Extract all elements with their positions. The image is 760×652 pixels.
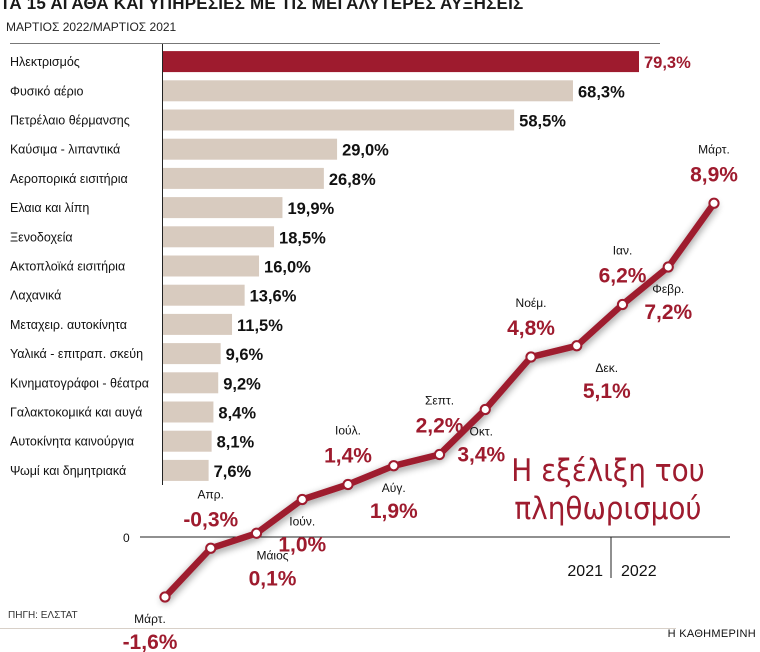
data-point-marker xyxy=(342,478,354,491)
zero-label: 0 xyxy=(123,531,130,545)
bar-value-label: 16,0% xyxy=(264,259,311,277)
bar-category-label: Ξενοδοχεία xyxy=(10,230,73,244)
month-label: Ιαν. xyxy=(613,244,633,258)
bar-value-label: 8,4% xyxy=(218,405,256,423)
chart-title: ΤΑ 15 ΑΓΑΘΑ ΚΑΙ ΥΠΗΡΕΣΙΕΣ ΜΕ ΤΙΣ ΜΕΓΑΛΥΤ… xyxy=(0,0,524,13)
inflation-line-chart: 0 2021 2022 Μάρτ. -1,6% Απρ. -0,3% Μάιος 0,1% Ιού… xyxy=(123,142,739,652)
bar xyxy=(163,372,219,394)
bar-value-label: 11,5% xyxy=(237,317,283,335)
inflation-value-label: 1,0% xyxy=(278,534,326,557)
inflation-chart-title: Η εξέλιξη του πληθωρισμού xyxy=(511,453,705,527)
inflation-value-label: 8,9% xyxy=(690,163,738,186)
bar-category-label: Αεροπορικά εισιτήρια xyxy=(10,172,128,186)
bar-value-label: 7,6% xyxy=(214,463,252,481)
bar xyxy=(163,167,324,189)
bar-category-label: Ηλεκτρισμός xyxy=(10,55,80,69)
inflation-value-label: -1,6% xyxy=(123,631,178,652)
month-label: Νοέμ. xyxy=(516,296,547,310)
bar-category-label: Φυσικό αέριο xyxy=(10,84,84,98)
bar-value-label: 9,6% xyxy=(226,346,264,364)
inflation-value-label: 1,4% xyxy=(324,445,372,468)
data-point-marker xyxy=(388,460,400,472)
inflation-value-label: 0,1% xyxy=(249,567,297,590)
inflation-value-label: 7,2% xyxy=(644,301,692,324)
month-label: Φεβρ. xyxy=(652,282,684,296)
year-label: 2021 xyxy=(567,563,603,580)
bar-category-label: Υαλικά - επιτραπ. σκεύη xyxy=(10,347,143,361)
bar-category-label: Μεταχειρ. αυτοκίνητα xyxy=(10,318,127,332)
data-point-marker xyxy=(571,340,583,352)
data-point-marker xyxy=(525,351,537,363)
bar xyxy=(163,197,283,219)
month-label: Μάιος xyxy=(256,548,288,562)
bar-category-label: Λαχανικά xyxy=(10,289,61,303)
data-point-marker xyxy=(250,527,263,539)
year-label: 2022 xyxy=(621,563,657,580)
inflation-value-label: 2,2% xyxy=(416,415,464,438)
data-point-marker xyxy=(296,493,308,506)
bar-value-label: 26,8% xyxy=(329,171,376,189)
source-note: ΠΗΓΗ: ΕΛΣΤΑΤ xyxy=(8,610,78,621)
bar-value-label: 58,5% xyxy=(519,113,566,131)
data-point-marker xyxy=(662,261,674,273)
bar xyxy=(163,343,221,365)
month-label: Αύγ. xyxy=(382,481,406,495)
bar-chart: Ηλεκτρισμός 79,3% Φυσικό αέριο 68,3% Πετρέλα… xyxy=(10,43,691,485)
data-point-marker xyxy=(433,448,446,461)
data-point-marker xyxy=(159,591,171,603)
bar-value-label: 68,3% xyxy=(578,83,625,101)
bar xyxy=(163,226,275,248)
bar xyxy=(163,430,212,452)
bar-value-label: 29,0% xyxy=(342,142,389,160)
bar xyxy=(163,138,338,160)
month-label: Μάρτ. xyxy=(134,612,166,626)
bar xyxy=(163,51,639,73)
month-label: Σεπτ. xyxy=(425,394,454,408)
bar xyxy=(163,284,245,306)
bar-category-label: Ψωμί και δημητριακά xyxy=(10,464,126,478)
inflation-value-label: 6,2% xyxy=(599,265,647,288)
bar-category-label: Ακτοπλοϊκά εισιτήρια xyxy=(10,260,125,274)
bar-value-label: 9,2% xyxy=(223,375,261,393)
bar-category-label: Καύσιμα - λιπαντικά xyxy=(10,143,120,157)
bar-category-label: Κινηματογράφοι - θέατρα xyxy=(10,376,149,390)
inflation-value-label: 1,9% xyxy=(370,500,418,523)
publisher-credit: Η ΚΑΘΗΜΕΡΙΝΗ xyxy=(667,628,756,640)
bar xyxy=(163,80,573,102)
data-point-marker xyxy=(205,542,217,554)
bar-category-label: Γαλακτοκομικά και αυγά xyxy=(10,406,142,420)
month-label: Δεκ. xyxy=(595,361,618,375)
bar-value-label: 8,1% xyxy=(217,434,255,452)
month-label: Ιούλ. xyxy=(335,424,361,438)
bar xyxy=(163,313,233,335)
bar-category-label: Αυτοκίνητα καινούργια xyxy=(10,435,134,449)
bar xyxy=(163,401,214,423)
bar-value-label: 18,5% xyxy=(279,229,326,247)
data-point-marker xyxy=(616,298,629,311)
bar xyxy=(163,109,515,131)
month-label: Απρ. xyxy=(198,487,224,501)
bar xyxy=(163,255,260,277)
bar xyxy=(163,459,209,481)
bar-value-label: 79,3% xyxy=(644,54,691,72)
bar-category-label: Πετρέλαιο θέρμανσης xyxy=(10,114,130,128)
bar-value-label: 13,6% xyxy=(250,288,297,306)
chart-subtitle: ΜΑΡΤΙΟΣ 2022/ΜΑΡΤΙΟΣ 2021 xyxy=(6,20,177,34)
data-point-marker xyxy=(708,197,720,209)
month-label: Μάρτ. xyxy=(698,142,730,156)
inflation-value-label: 4,8% xyxy=(507,317,555,340)
inflation-value-label: 5,1% xyxy=(583,380,631,403)
month-label: Ιούν. xyxy=(289,515,315,529)
month-label: Οκτ. xyxy=(470,425,493,439)
inflation-value-label: 3,4% xyxy=(457,444,505,467)
data-point-marker xyxy=(479,403,491,416)
bar-value-label: 19,9% xyxy=(287,200,334,218)
inflation-value-label: -0,3% xyxy=(183,508,238,531)
bar-category-label: Ελαια και λίπη xyxy=(10,201,89,215)
